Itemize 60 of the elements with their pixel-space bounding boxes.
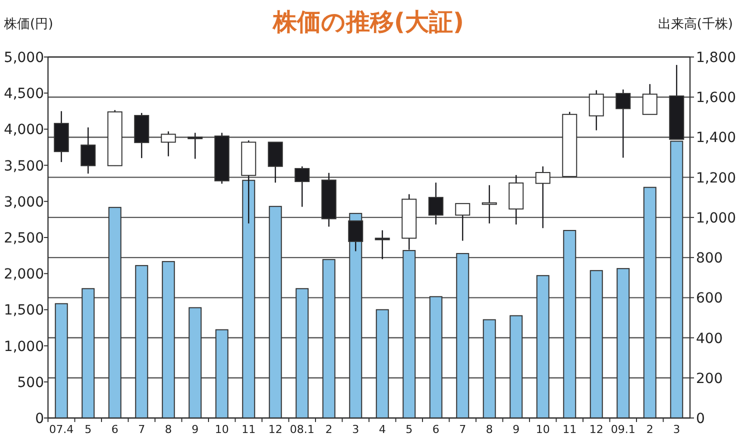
y-tick-label: 3,000 (4, 194, 44, 210)
chart-title: 株価の推移(大証) (272, 8, 464, 36)
y2-tick-label: 1,800 (696, 50, 736, 66)
candlestick (455, 202, 470, 242)
x-tick-label: 11 (562, 423, 577, 436)
x-tick-label: 9 (192, 423, 199, 436)
x-tick-label: 9 (512, 423, 520, 436)
candlestick (294, 166, 310, 208)
candlestick (188, 132, 203, 160)
x-tick-label: 6 (111, 423, 118, 436)
y-tick-label: 500 (17, 374, 44, 391)
y2-tick-label: 1,000 (696, 210, 736, 226)
x-tick-label: 3 (352, 423, 360, 436)
y-tick-label: 2,000 (4, 266, 44, 283)
candlestick (642, 83, 658, 115)
candlestick (428, 182, 444, 226)
x-tick-label: 12 (268, 423, 282, 436)
y-axis-title: 株価(円) (3, 17, 54, 32)
y-tick-label: 5,000 (4, 50, 44, 66)
y2-tick-label: 1,600 (696, 90, 736, 106)
y-tick-label: 3,500 (4, 158, 44, 174)
y2-tick-label: 1,400 (696, 130, 736, 146)
candlestick (482, 184, 497, 224)
x-tick-label: 4 (378, 423, 386, 436)
x-tick-label: 5 (84, 423, 92, 436)
x-tick-label: 10 (214, 423, 229, 436)
candlestick (374, 230, 390, 260)
x-tick-label: 5 (406, 423, 413, 436)
x-tick-label: 2 (325, 423, 332, 436)
y-tick-label: 2,500 (4, 230, 44, 246)
x-tick-label: 8 (486, 423, 493, 436)
y-tick-label: 1,500 (4, 302, 44, 319)
x-tick-label: 09.1 (610, 423, 636, 436)
y2-tick-label: 1,200 (696, 170, 736, 186)
x-tick-label: 6 (432, 423, 440, 436)
y-tick-label: 4,000 (4, 122, 44, 138)
x-tick-label: 11 (242, 423, 256, 436)
y2-tick-label: 0 (696, 411, 705, 427)
y-tick-label: 1,000 (4, 338, 44, 355)
y-tick-label: 0 (35, 411, 44, 427)
x-tick-label: 08.1 (290, 423, 314, 436)
y2-tick-label: 200 (696, 370, 723, 387)
y-tick-label: 4,500 (4, 86, 44, 102)
y2-tick-label: 400 (696, 330, 723, 347)
candlestick (535, 166, 550, 229)
x-tick-label: 7 (138, 423, 146, 436)
candlestick (80, 126, 96, 174)
x-tick-label: 10 (536, 423, 550, 436)
x-tick-label: 7 (459, 423, 466, 436)
y2-tick-label: 800 (696, 250, 723, 267)
x-tick-label: 3 (673, 423, 680, 436)
candlestick (160, 130, 176, 157)
x-tick-label: 12 (589, 423, 604, 436)
y2-tick-label: 600 (696, 290, 723, 307)
candlestick (588, 90, 604, 131)
candlestick (616, 88, 631, 158)
y2-axis-title: 出来高(千株) (658, 16, 733, 32)
x-tick-label: 2 (646, 423, 654, 436)
x-tick-label: 8 (164, 423, 172, 436)
x-tick-label: 07.4 (49, 423, 74, 436)
